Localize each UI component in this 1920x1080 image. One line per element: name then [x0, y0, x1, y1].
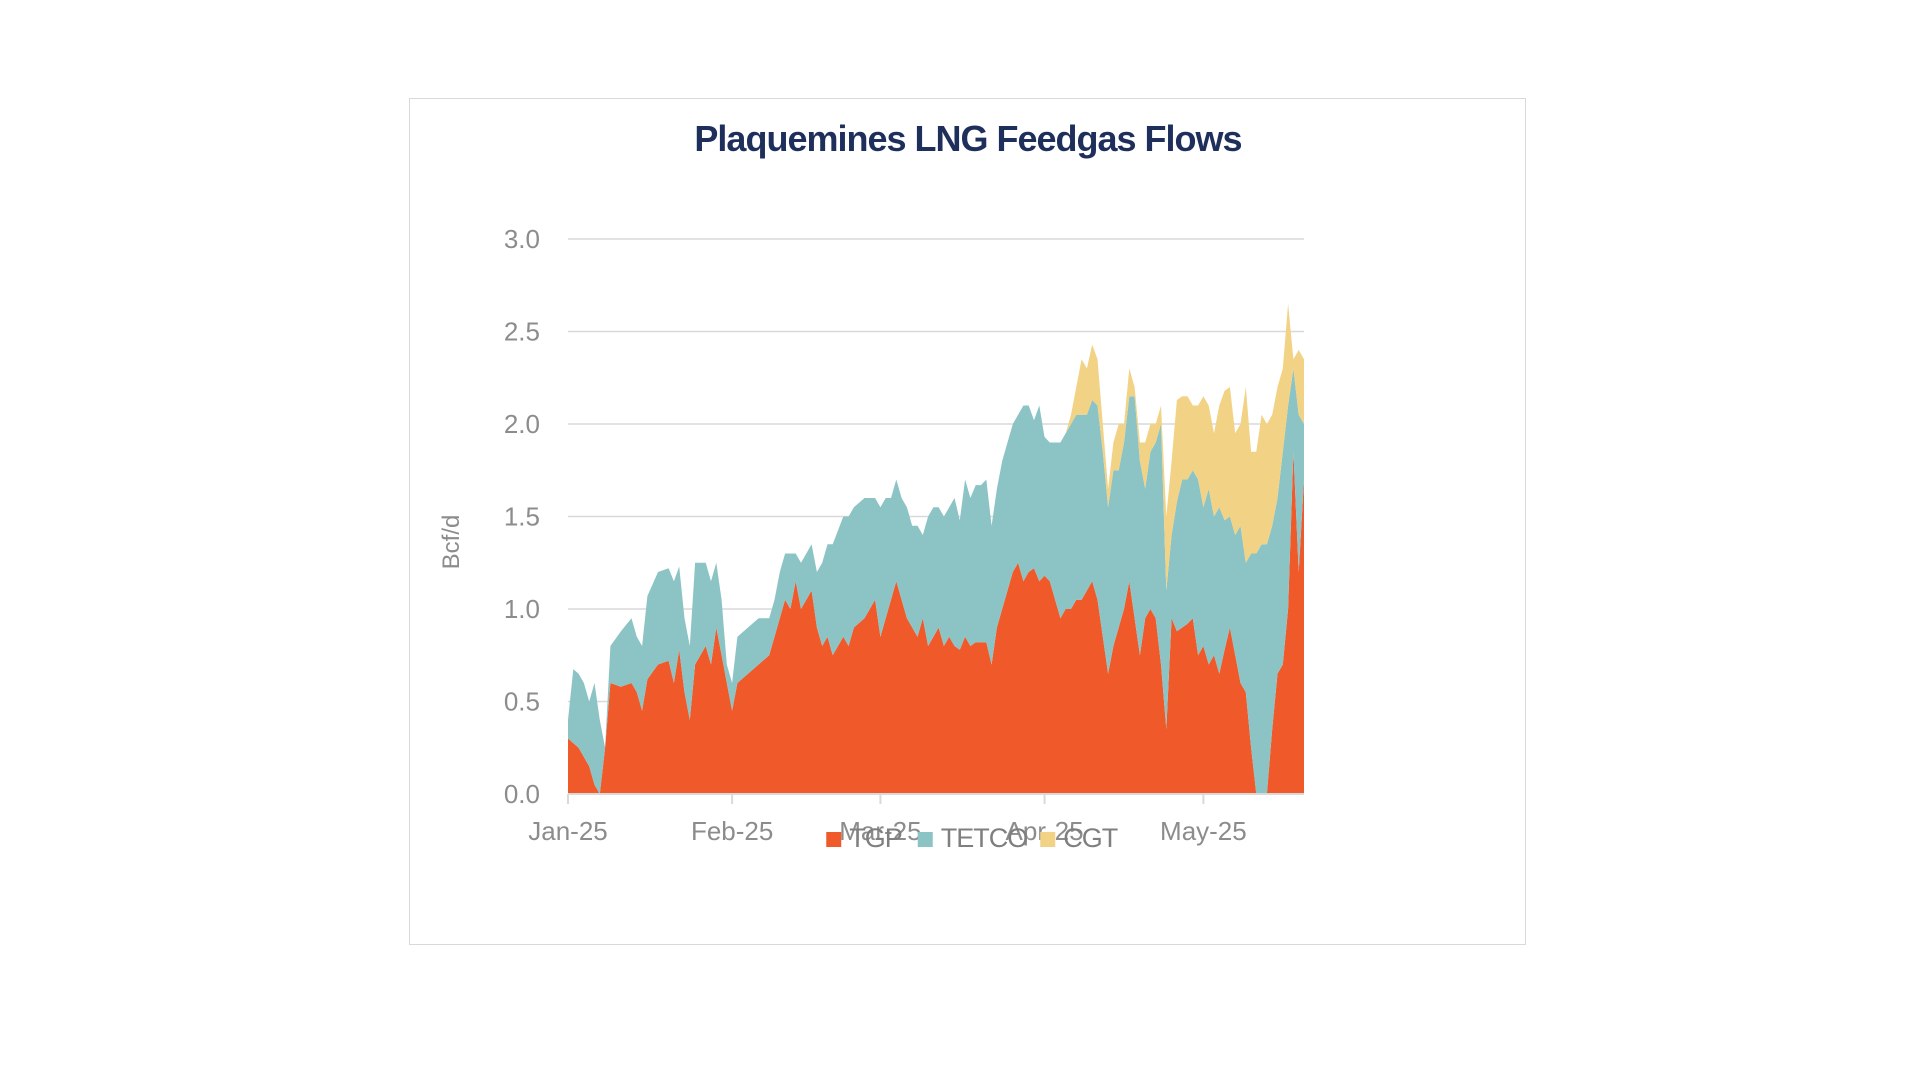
- y-tick-label: 1.5: [504, 502, 540, 532]
- plot-areas: [568, 303, 1304, 794]
- y-axis-title: Bcf/d: [438, 515, 465, 570]
- area-tetco: [568, 368, 1304, 794]
- legend-label-tetco: TETCO: [941, 823, 1028, 853]
- x-tick-label: Mar-25: [839, 816, 921, 846]
- legend: TGP TETCO CGT: [826, 823, 1119, 853]
- area-tgp: [568, 451, 1304, 794]
- x-tick-label: Feb-25: [691, 816, 773, 846]
- y-tick-label: 3.0: [504, 224, 540, 254]
- legend-label-cgt: CGT: [1063, 823, 1118, 853]
- legend-swatch-tgp: [826, 832, 842, 847]
- y-tick-label: 1.0: [504, 594, 540, 624]
- legend-swatch-cgt: [1040, 832, 1056, 847]
- y-tick-label: 0.0: [504, 779, 540, 809]
- chart-title: Plaquemines LNG Feedgas Flows: [694, 118, 1241, 159]
- x-tick-label: May-25: [1160, 816, 1247, 846]
- legend-label-tgp: TGP: [849, 823, 902, 853]
- x-tick-label: Jan-25: [528, 816, 608, 846]
- y-tick-label: 2.0: [504, 409, 540, 439]
- y-tick-label: 2.5: [504, 317, 540, 347]
- y-tick-label: 0.5: [504, 687, 540, 717]
- chart-svg: Plaquemines LNG Feedgas Flows Jan-25 Feb-…: [438, 118, 1304, 853]
- y-axis: 0.0 0.5 1.0 1.5 2.0 2.5 3.0: [504, 224, 540, 809]
- chart-frame: Plaquemines LNG Feedgas Flows Jan-25 Feb-…: [409, 98, 1526, 945]
- legend-swatch-tetco: [917, 832, 933, 847]
- x-axis: Jan-25 Feb-25 Mar-25 Apr-25 May-25: [528, 793, 1304, 846]
